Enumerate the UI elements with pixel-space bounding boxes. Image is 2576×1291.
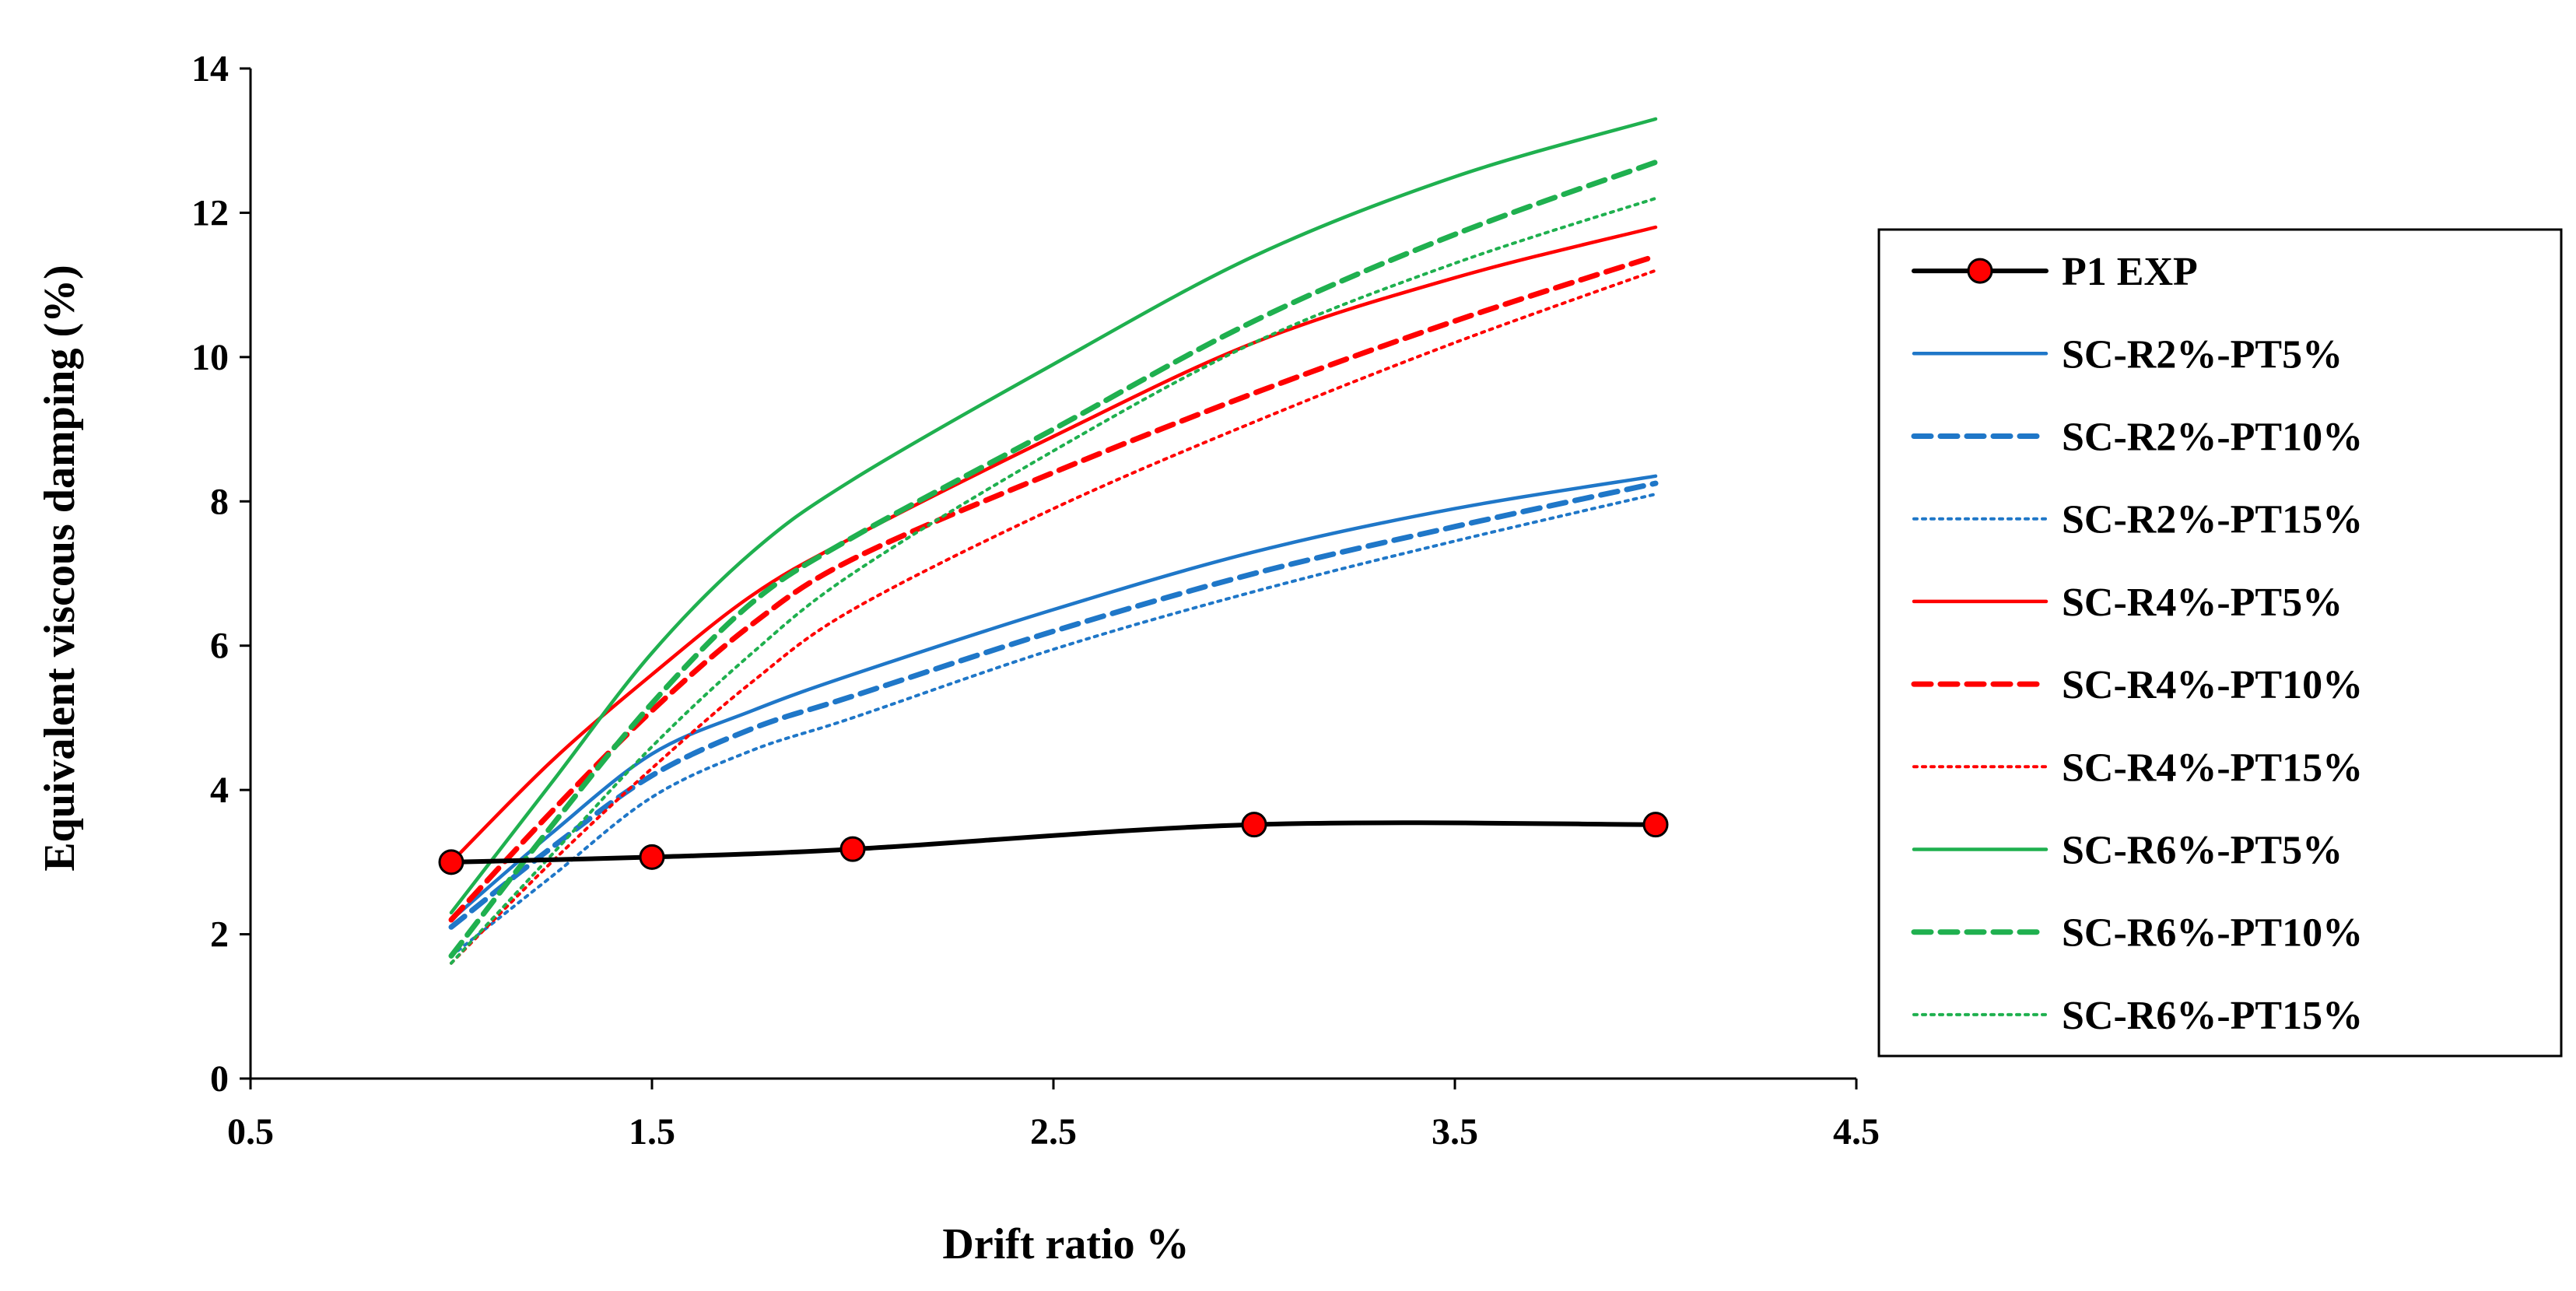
ticks-layer: 0 2 4 6 8 10 12 14 0.5 1.5 2.5 3.5 4.5 — [191, 48, 1880, 1152]
y-tick-label: 12 — [191, 192, 229, 233]
x-axis-title: Drift ratio % — [942, 1220, 1189, 1268]
y-tick-label: 8 — [210, 481, 229, 522]
legend-label-sc-r6-pt15: SC-R6%-PT15% — [2062, 994, 2363, 1038]
legend-label-sc-r4-pt10: SC-R4%-PT10% — [2062, 663, 2363, 707]
legend-label-sc-r6-pt5: SC-R6%-PT5% — [2062, 829, 2343, 873]
y-tick-label: 10 — [191, 337, 229, 378]
data-point-p1-exp — [1241, 812, 1267, 838]
y-axis-title: Equivalent viscous damping (%) — [36, 265, 84, 872]
series-line-sc-r4-pt5 — [449, 225, 1658, 865]
x-tick-label: 1.5 — [629, 1111, 675, 1152]
y-tick-label: 4 — [210, 770, 229, 811]
y-tick-label: 0 — [210, 1058, 229, 1100]
legend-label-p1-exp: P1 EXP — [2062, 250, 2198, 294]
plot-area — [249, 68, 1856, 1080]
series-line-sc-r4-pt10 — [448, 253, 1659, 923]
series-line-sc-r2-pt5 — [449, 474, 1658, 922]
series-line-sc-r6-pt5 — [449, 117, 1658, 915]
legend-box — [1877, 228, 2563, 1058]
x-tick-label: 4.5 — [1833, 1111, 1880, 1152]
legend-label-sc-r6-pt10: SC-R6%-PT10% — [2062, 911, 2363, 956]
series-line-sc-r6-pt15 — [450, 196, 1657, 965]
series-layer — [438, 117, 1669, 965]
legend-label-sc-r2-pt10: SC-R2%-PT10% — [2062, 416, 2363, 460]
series-line-sc-r2-pt15 — [450, 493, 1657, 958]
series-line-sc-r6-pt10 — [448, 160, 1659, 959]
data-point-p1-exp — [639, 844, 665, 870]
legend-label-sc-r2-pt5: SC-R2%-PT5% — [2062, 332, 2343, 377]
x-tick-label: 2.5 — [1030, 1111, 1077, 1152]
legend-label-sc-r4-pt15: SC-R4%-PT15% — [2062, 745, 2363, 790]
data-point-p1-exp — [438, 849, 464, 875]
y-tick-label: 6 — [210, 626, 229, 667]
legend-label-sc-r2-pt15: SC-R2%-PT15% — [2062, 498, 2363, 542]
series-line-sc-r4-pt15 — [450, 268, 1657, 965]
x-tick-label: 0.5 — [227, 1111, 274, 1152]
y-tick-label: 14 — [191, 48, 229, 89]
y-tick-label: 2 — [210, 914, 229, 956]
legend-label-sc-r4-pt5: SC-R4%-PT5% — [2062, 581, 2343, 625]
legend-marker — [1967, 258, 1993, 284]
x-tick-label: 3.5 — [1432, 1111, 1478, 1152]
data-point-p1-exp — [839, 836, 866, 862]
data-point-p1-exp — [1642, 812, 1669, 838]
series-line-p1-exp — [449, 820, 1658, 865]
legend: P1 EXP SC-R2%-PT5% SC-R2%-PT10% SC-R2%-PT15… — [1877, 228, 2563, 1058]
series-line-sc-r2-pt10 — [448, 480, 1659, 930]
